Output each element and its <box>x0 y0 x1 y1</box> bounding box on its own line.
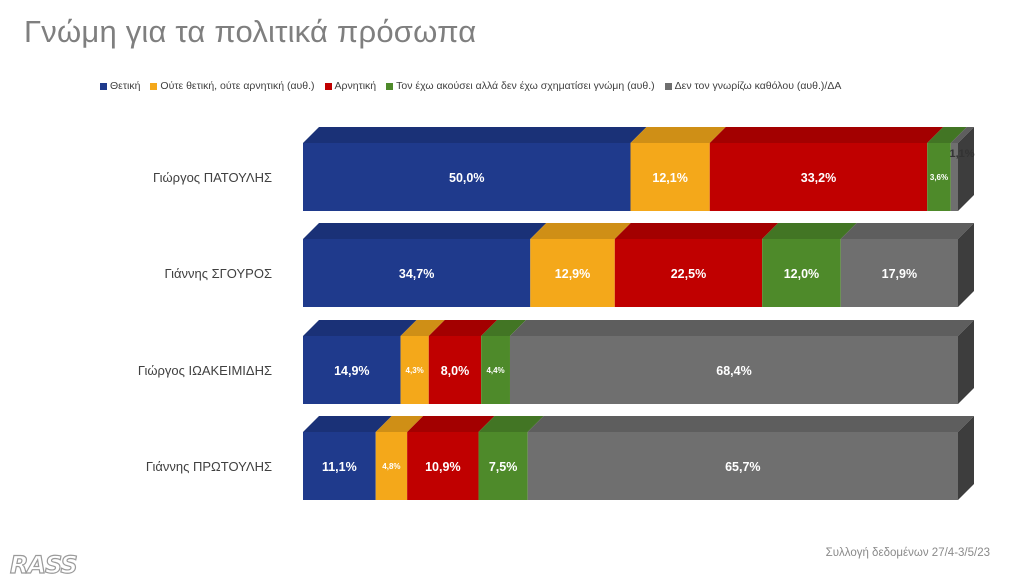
bar-segment <box>950 143 958 211</box>
bar-side-face <box>958 320 974 404</box>
bar-segment-top <box>407 416 495 432</box>
data-label: 3,6% <box>930 173 948 182</box>
bar-segment <box>478 432 528 500</box>
data-label: 7,5% <box>489 460 518 474</box>
bar-segment-top <box>428 320 498 336</box>
bar-segment <box>303 336 401 404</box>
bar-segment <box>527 432 958 500</box>
bar-segment <box>614 239 763 307</box>
legend-label: Θετική <box>110 80 141 92</box>
bar-segment <box>530 239 615 307</box>
legend-swatch <box>150 82 158 90</box>
data-label: 34,7% <box>399 267 434 281</box>
legend-label: Δεν τον γνωρίζω καθόλου (αυθ.)/ΔΑ <box>674 80 842 92</box>
bar-segment <box>428 336 482 404</box>
legend-swatch <box>386 82 394 90</box>
data-label: 10,9% <box>425 460 460 474</box>
data-label: 68,4% <box>716 364 751 378</box>
data-label: 12,9% <box>555 267 590 281</box>
bar-segment <box>709 143 928 211</box>
data-label: 14,9% <box>334 364 369 378</box>
data-label: 17,9% <box>882 267 917 281</box>
bar-segment-top <box>303 320 417 336</box>
bar-segment-top <box>478 416 544 432</box>
bar-segment-top <box>303 127 647 143</box>
bar-segment-top <box>527 416 974 432</box>
bar-side-face <box>958 223 974 307</box>
data-label: 4,4% <box>486 366 504 375</box>
data-label: 12,0% <box>784 267 819 281</box>
data-label: 50,0% <box>449 171 484 185</box>
data-label: 33,2% <box>801 171 836 185</box>
bar-segment-top <box>400 320 445 336</box>
bar-segment-top <box>630 127 726 143</box>
legend-swatch <box>100 82 107 90</box>
bar-segment-top <box>840 223 974 239</box>
bar-segment-top <box>709 127 944 143</box>
bar-segment-top <box>481 320 526 336</box>
bar-segment <box>840 239 958 307</box>
bar-segment-top <box>303 416 392 432</box>
legend-label: Τον έχω ακούσει αλλά δεν έχω σχηματίσει … <box>396 80 655 92</box>
legend-item: Ούτε θετική, ούτε αρνητική (αυθ.) <box>150 80 315 92</box>
bar-segment-top <box>530 223 631 239</box>
bar-segment <box>762 239 841 307</box>
category-label: Γιάννης ΠΡΩΤΟΥΛΗΣ <box>146 459 272 474</box>
bar-segment <box>509 336 958 404</box>
data-collection-note: Συλλογή δεδομένων 27/4-3/5/23 <box>825 547 990 559</box>
data-label: 12,1% <box>652 171 687 185</box>
bar-segment-top <box>614 223 779 239</box>
bar-side-face <box>958 416 974 500</box>
bar-segment-top <box>375 416 424 432</box>
legend-item: Θετική <box>100 80 140 92</box>
legend-label: Ούτε θετική, ούτε αρνητική (αυθ.) <box>160 80 315 92</box>
bar-segment-top <box>950 127 974 143</box>
bar-segment <box>630 143 710 211</box>
legend-item: Τον έχω ακούσει αλλά δεν έχω σχηματίσει … <box>386 80 655 92</box>
category-label: Γιώργος ΠΑΤΟΥΛΗΣ <box>153 170 272 185</box>
data-label: 22,5% <box>671 267 706 281</box>
data-label: 8,0% <box>441 364 470 378</box>
bar-segment <box>407 432 479 500</box>
legend-item: Αρνητική <box>324 80 377 92</box>
category-label: Γιώργος ΙΩΑΚΕΙΜΙΔΗΣ <box>138 363 272 378</box>
bar-segment-top <box>303 223 547 239</box>
bar-segment <box>481 336 510 404</box>
data-label: 65,7% <box>725 460 760 474</box>
data-label: 4,8% <box>382 462 400 471</box>
rass-logo: RASS <box>9 550 78 579</box>
legend-swatch <box>664 82 672 90</box>
legend-swatch <box>324 82 332 90</box>
category-label: Γιάννης ΣΓΟΥΡΟΣ <box>165 266 273 281</box>
chart-title: Γνώμη για τα πολιτικά πρόσωπα <box>24 14 477 49</box>
bar-segment <box>303 239 531 307</box>
data-label: 11,1% <box>322 460 357 474</box>
data-label: 1,1% <box>949 148 974 160</box>
bar-segment <box>927 143 951 211</box>
chart-legend: Θετική Ούτε θετική, ούτε αρνητική (αυθ.) Α… <box>100 80 841 92</box>
bar-segment-top <box>927 127 967 143</box>
bar-segment <box>375 432 408 500</box>
bar-segment <box>303 432 376 500</box>
bar-segment <box>400 336 429 404</box>
data-label: 4,3% <box>406 366 424 375</box>
legend-item: Δεν τον γνωρίζω καθόλου (αυθ.)/ΔΑ <box>664 80 842 92</box>
bar-segment <box>303 143 631 211</box>
bar-side-face <box>958 127 974 211</box>
bar-segment-top <box>762 223 857 239</box>
legend-label: Αρνητική <box>334 80 377 92</box>
bar-segment-top <box>509 320 974 336</box>
